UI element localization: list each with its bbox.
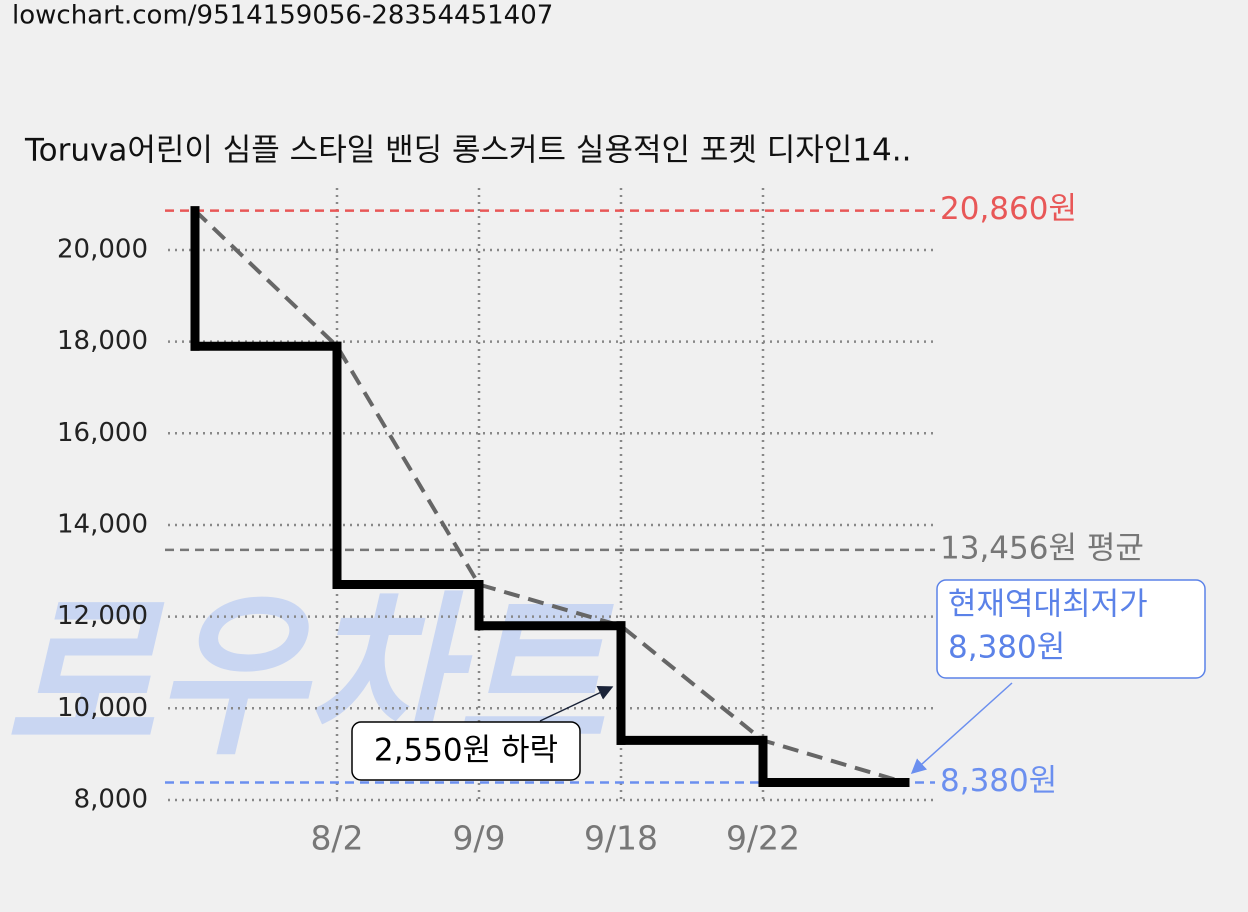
- drop-arrow: [539, 685, 614, 722]
- drop-text: 2,550원 하락: [374, 733, 558, 769]
- x-tick-label: 9/9: [452, 819, 505, 858]
- callout-box: [936, 579, 1206, 679]
- y-tick-label: 10,000: [57, 693, 148, 723]
- y-tick-label: 12,000: [57, 601, 148, 631]
- x-tick-label: 9/22: [726, 819, 800, 858]
- callout-arrow: [910, 682, 1013, 775]
- reference-label: 20,860원: [940, 191, 1077, 227]
- url: lowchart.com/9514159056-28354451407: [12, 1, 553, 31]
- y-tick-label: 16,000: [57, 418, 148, 448]
- y-tick-label: 18,000: [57, 326, 148, 356]
- chart-title: Toruva어린이 심플 스타일 밴딩 롱스커트 실용적인 포켓 디자인14..: [24, 133, 911, 169]
- trend-line: [193, 209, 906, 785]
- drop-box: [351, 721, 581, 781]
- callout-text: 현재역대최저가: [948, 587, 1148, 623]
- x-tick-label: 8/2: [310, 819, 363, 858]
- y-tick-label: 14,000: [57, 509, 148, 539]
- reference-label: 13,456원 평균: [940, 530, 1144, 566]
- reference-label: 8,380원: [940, 763, 1057, 799]
- callout-text: 8,380원: [948, 630, 1065, 666]
- y-tick-label: 8,000: [74, 784, 148, 814]
- y-tick-label: 20,000: [57, 234, 148, 264]
- x-tick-label: 9/18: [584, 819, 658, 858]
